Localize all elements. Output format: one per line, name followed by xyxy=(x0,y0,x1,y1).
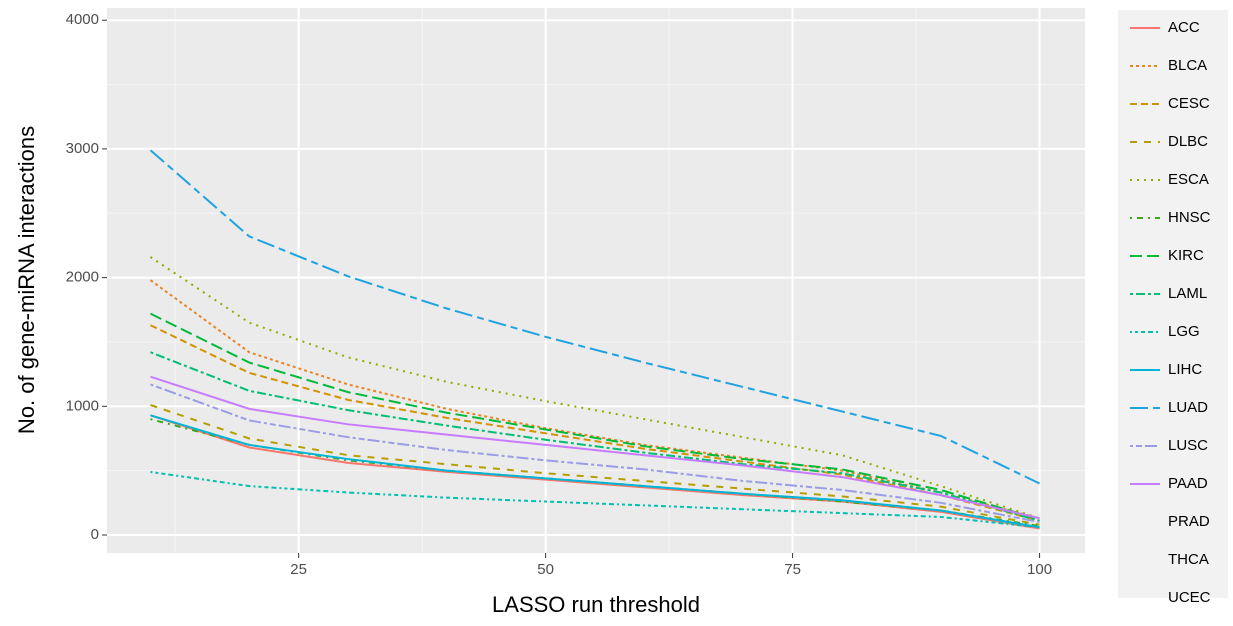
line xyxy=(150,470,1040,529)
line xyxy=(150,414,1040,529)
legend-label: UCEC xyxy=(1168,589,1211,606)
legend-label: LIHC xyxy=(1168,361,1202,378)
x-tick-label: 50 xyxy=(537,561,554,578)
legend-label: BLCA xyxy=(1168,57,1207,74)
line xyxy=(150,375,1040,520)
line xyxy=(150,312,1040,521)
legend-label: LAML xyxy=(1168,285,1207,302)
y-tick-label: 4000 xyxy=(66,11,99,28)
y-tick-label: 0 xyxy=(91,526,99,543)
y-axis-title: No. of gene-miRNA interactions xyxy=(14,126,39,434)
legend-label: DLBC xyxy=(1168,133,1208,150)
line xyxy=(150,383,1040,524)
legend-box xyxy=(1118,10,1228,598)
legend-label: ESCA xyxy=(1168,171,1209,188)
line xyxy=(149,279,1040,520)
x-tick-label: 100 xyxy=(1027,561,1052,578)
legend-label: LUAD xyxy=(1168,399,1208,416)
line xyxy=(150,324,1040,522)
line xyxy=(150,351,1040,522)
legend-label: PAAD xyxy=(1168,475,1208,492)
panel xyxy=(107,8,1085,553)
line xyxy=(149,149,1040,485)
line xyxy=(150,404,1040,526)
legend-label: THCA xyxy=(1168,551,1209,568)
legend-label: PRAD xyxy=(1168,513,1210,530)
legend-label: CESC xyxy=(1168,95,1210,112)
legend-label: HNSC xyxy=(1168,209,1211,226)
y-tick-label: 1000 xyxy=(66,397,99,414)
y-tick-label: 2000 xyxy=(66,269,99,286)
legend-label: LUSC xyxy=(1168,437,1208,454)
x-tick-label: 75 xyxy=(784,561,801,578)
x-axis-title: LASSO run threshold xyxy=(492,592,700,617)
legend-label: KIRC xyxy=(1168,247,1204,264)
legend-label: ACC xyxy=(1168,19,1200,36)
legend-label: LGG xyxy=(1168,323,1200,340)
line xyxy=(149,256,1040,520)
x-tick-label: 25 xyxy=(290,561,307,578)
y-tick-label: 3000 xyxy=(66,140,99,157)
